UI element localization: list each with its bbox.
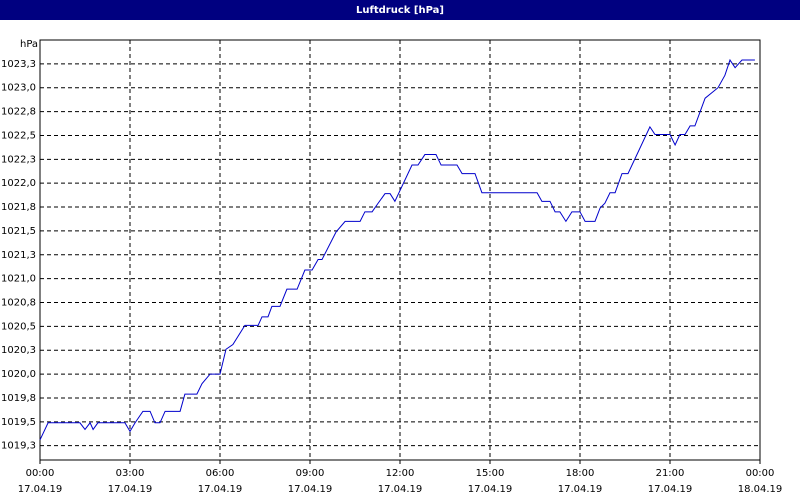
x-tick-label: 00:00 [746,468,775,479]
x-tick-label: 09:00 [296,468,325,479]
y-tick-label: 1022,5 [1,130,36,141]
x-tick-label: 21:00 [656,468,685,479]
y-tick-label: 1021,5 [1,226,36,237]
x-tick-date: 17.04.19 [558,484,603,495]
data-line [39,58,755,441]
x-tick-date: 17.04.19 [288,484,333,495]
y-tick-label: 1022,0 [1,178,36,189]
y-tick-label: 1020,5 [1,321,36,332]
y-tick-label: 1020,8 [1,298,36,309]
y-tick-label: 1019,5 [1,417,36,428]
y-tick-label: 1021,3 [1,250,36,261]
y-tick-label: 1023,0 [1,83,36,94]
x-tick-label: 15:00 [476,468,505,479]
y-tick-label: 1020,0 [1,369,36,380]
x-tick-date: 17.04.19 [198,484,243,495]
x-tick-date: 18.04.19 [738,484,783,495]
y-tick-label: 1023,3 [1,59,36,70]
y-tick-label: 1021,8 [1,202,36,213]
x-tick-label: 06:00 [206,468,235,479]
x-tick-date: 17.04.19 [468,484,513,495]
x-tick-label: 03:00 [116,468,145,479]
x-tick-label: 18:00 [566,468,595,479]
y-tick-label: 1019,8 [1,393,36,404]
x-tick-date: 17.04.19 [108,484,153,495]
y-tick-label: 1020,3 [1,345,36,356]
x-tick-date: 17.04.19 [648,484,693,495]
x-tick-date: 17.04.19 [18,484,63,495]
x-tick-label: 12:00 [386,468,415,479]
x-tick-date: 17.04.19 [378,484,423,495]
x-tick-label: 00:00 [26,468,55,479]
y-axis-label: hPa [20,39,38,50]
title-bar [0,0,800,20]
y-tick-label: 1021,0 [1,274,36,285]
y-tick-label: 1022,8 [1,107,36,118]
y-tick-label: 1022,3 [1,154,36,165]
y-tick-label: 1019,3 [1,441,36,452]
chart-title: Luftdruck [hPa] [356,5,444,16]
